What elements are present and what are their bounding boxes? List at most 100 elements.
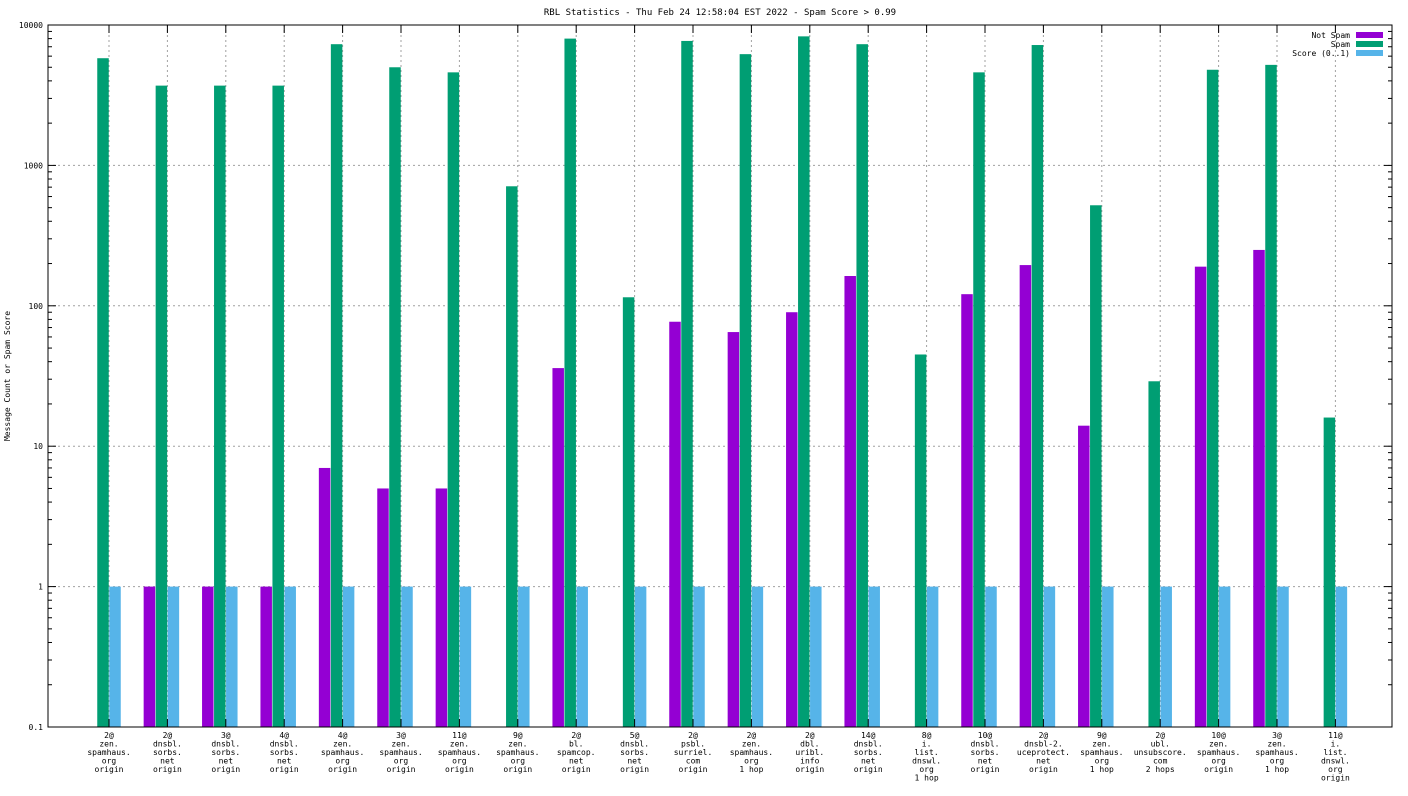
x-tick-label: com	[1153, 757, 1168, 766]
legend-label: Not Spam	[1311, 31, 1350, 40]
bar-score-0-1-16	[1043, 586, 1056, 727]
x-tick-label: dnswl.	[912, 757, 941, 766]
x-tick-label: dnsbl-2.	[1024, 740, 1063, 749]
x-tick-label: 2@	[571, 731, 581, 740]
y-tick-label: 10	[33, 442, 43, 451]
x-tick-label: 3@	[1272, 731, 1282, 740]
x-tick-label: 1 hop	[1090, 765, 1114, 774]
bar-not-spam-20	[1253, 249, 1265, 727]
legend-swatch	[1356, 50, 1383, 56]
bar-spam-4	[330, 44, 343, 728]
x-tick-label: 9@	[1097, 731, 1107, 740]
legend-swatch	[1356, 41, 1383, 47]
x-tick-label: org	[919, 765, 934, 774]
x-tick-label: dnsbl.	[971, 740, 1000, 749]
x-tick-label: net	[277, 757, 292, 766]
x-tick-label: bl.	[569, 740, 583, 749]
x-tick-label: org	[744, 757, 759, 766]
x-tick-label: 10@	[978, 731, 993, 740]
x-tick-label: org	[1211, 757, 1226, 766]
x-tick-label: net	[219, 757, 234, 766]
x-tick-label: net	[861, 757, 876, 766]
bar-not-spam-12	[786, 312, 798, 727]
x-tick-label: 2@	[805, 731, 815, 740]
x-tick-label: zen.	[333, 740, 352, 749]
x-tick-label: zen.	[99, 740, 118, 749]
bar-spam-1	[155, 85, 168, 727]
x-tick-label: 2@	[1039, 731, 1049, 740]
bar-score-0-1-18	[1160, 586, 1172, 727]
bar-score-0-1-20	[1277, 586, 1289, 727]
bar-spam-11	[739, 54, 752, 728]
x-tick-label: net	[978, 757, 993, 766]
x-tick-label: spamhaus.	[87, 748, 130, 757]
x-tick-label: i.	[922, 740, 932, 749]
bar-score-0-1-19	[1218, 586, 1231, 727]
x-tick-label: org	[102, 757, 117, 766]
x-tick-label: org	[1328, 765, 1343, 774]
bar-not-spam-6	[435, 488, 448, 727]
bar-spam-14	[914, 354, 927, 727]
bar-score-0-1-9	[634, 586, 647, 727]
x-tick-label: zen.	[391, 740, 410, 749]
y-tick-label: 100	[29, 302, 44, 311]
y-tick-label: 0.1	[29, 723, 44, 732]
x-tick-label: zen.	[450, 740, 469, 749]
x-tick-label: sorbs.	[620, 748, 649, 757]
y-axis-label: Message Count or Spam Score	[3, 311, 12, 441]
x-tick-label: 2 hops	[1146, 765, 1175, 774]
x-tick-label: 2@	[1155, 731, 1165, 740]
y-tick-label: 1000	[24, 161, 43, 170]
bar-score-0-1-11	[751, 586, 764, 727]
x-tick-label: org	[511, 757, 526, 766]
bar-layer	[97, 36, 1348, 728]
x-tick-label: dnsbl.	[620, 740, 649, 749]
bar-score-0-1-8	[576, 586, 588, 727]
x-tick-label: net	[569, 757, 584, 766]
x-tick-label: sorbs.	[854, 748, 883, 757]
x-tick-label: org	[452, 757, 467, 766]
x-tick-label: list.	[1323, 748, 1347, 757]
bar-score-0-1-3	[284, 586, 296, 727]
x-tick-label: i.	[1331, 740, 1341, 749]
x-tick-label: 2@	[747, 731, 757, 740]
bar-score-0-1-12	[810, 586, 822, 727]
bar-not-spam-1	[143, 586, 156, 727]
bar-spam-9	[622, 297, 635, 727]
x-tick-label: 5@	[630, 731, 640, 740]
bar-spam-5	[389, 67, 401, 728]
x-tick-label: sorbs.	[270, 748, 299, 757]
x-tick-label: 1 hop	[1265, 765, 1289, 774]
x-tick-label: spamhaus.	[321, 748, 364, 757]
x-tick-label: 8@	[922, 731, 932, 740]
x-tick-label: zen.	[1209, 740, 1228, 749]
bar-spam-7	[506, 186, 518, 727]
chart-title: RBL Statistics - Thu Feb 24 12:58:04 EST…	[544, 8, 896, 18]
x-tick-label: origin	[211, 765, 240, 774]
x-tick-label: zen.	[1267, 740, 1286, 749]
x-tick-label: spamhaus.	[1080, 748, 1123, 757]
bar-not-spam-2	[202, 586, 214, 727]
bar-not-spam-19	[1194, 266, 1207, 727]
bar-score-0-1-17	[1102, 586, 1114, 727]
x-tick-label: origin	[1204, 765, 1233, 774]
x-tick-label: 3@	[396, 731, 406, 740]
bar-not-spam-3	[260, 586, 272, 727]
bar-score-0-1-4	[342, 586, 355, 727]
bar-spam-21	[1323, 417, 1336, 727]
x-tick-label: dbl.	[800, 740, 819, 749]
bar-score-0-1-14	[926, 586, 939, 727]
bar-not-spam-13	[844, 276, 856, 727]
x-tick-label: 3@	[221, 731, 231, 740]
x-tick-label: surriel.	[674, 748, 713, 757]
x-tick-label: sorbs.	[971, 748, 1000, 757]
x-tick-label: uribl.	[795, 748, 824, 757]
x-tick-label: 10@	[1211, 731, 1226, 740]
bar-score-0-1-21	[1335, 586, 1348, 727]
x-tick-label: zen.	[508, 740, 527, 749]
bar-spam-16	[1031, 45, 1044, 727]
x-tick-label: origin	[445, 765, 474, 774]
x-tick-label: origin	[795, 765, 824, 774]
